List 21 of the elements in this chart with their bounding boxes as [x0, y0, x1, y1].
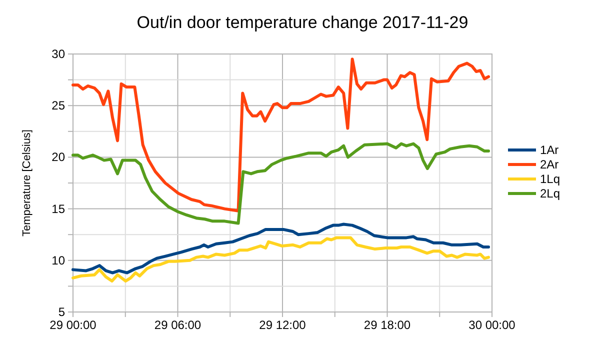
legend-label: 1Lq [540, 172, 560, 186]
y-tick-label: 25 [52, 98, 66, 113]
y-axis-title: Temperature [Celsius] [21, 130, 33, 236]
x-tick-label: 30 00:00 [468, 318, 516, 332]
line-series [72, 236, 490, 283]
line-series [72, 222, 490, 274]
y-tick-label: 20 [52, 150, 66, 164]
y-tick-label: 15 [52, 202, 66, 216]
legend-label: 2Lq [540, 186, 560, 200]
x-tick-label: 29 00:00 [50, 318, 97, 332]
legend-label: 1Ar [540, 143, 559, 157]
legend-label: 2Ar [540, 158, 559, 172]
line-series [72, 58, 490, 212]
y-tick-label: 5 [58, 305, 66, 319]
chart-title: Out/in door temperature change 2017-11-29 [136, 13, 468, 32]
x-tick-label: 29 06:00 [154, 318, 202, 332]
y-tick-label: 10 [52, 253, 66, 268]
y-tick-label: 30 [52, 47, 66, 61]
line-series [72, 142, 490, 225]
x-tick-label: 29 12:00 [259, 318, 306, 332]
x-tick-label: 29 18:00 [364, 318, 411, 332]
